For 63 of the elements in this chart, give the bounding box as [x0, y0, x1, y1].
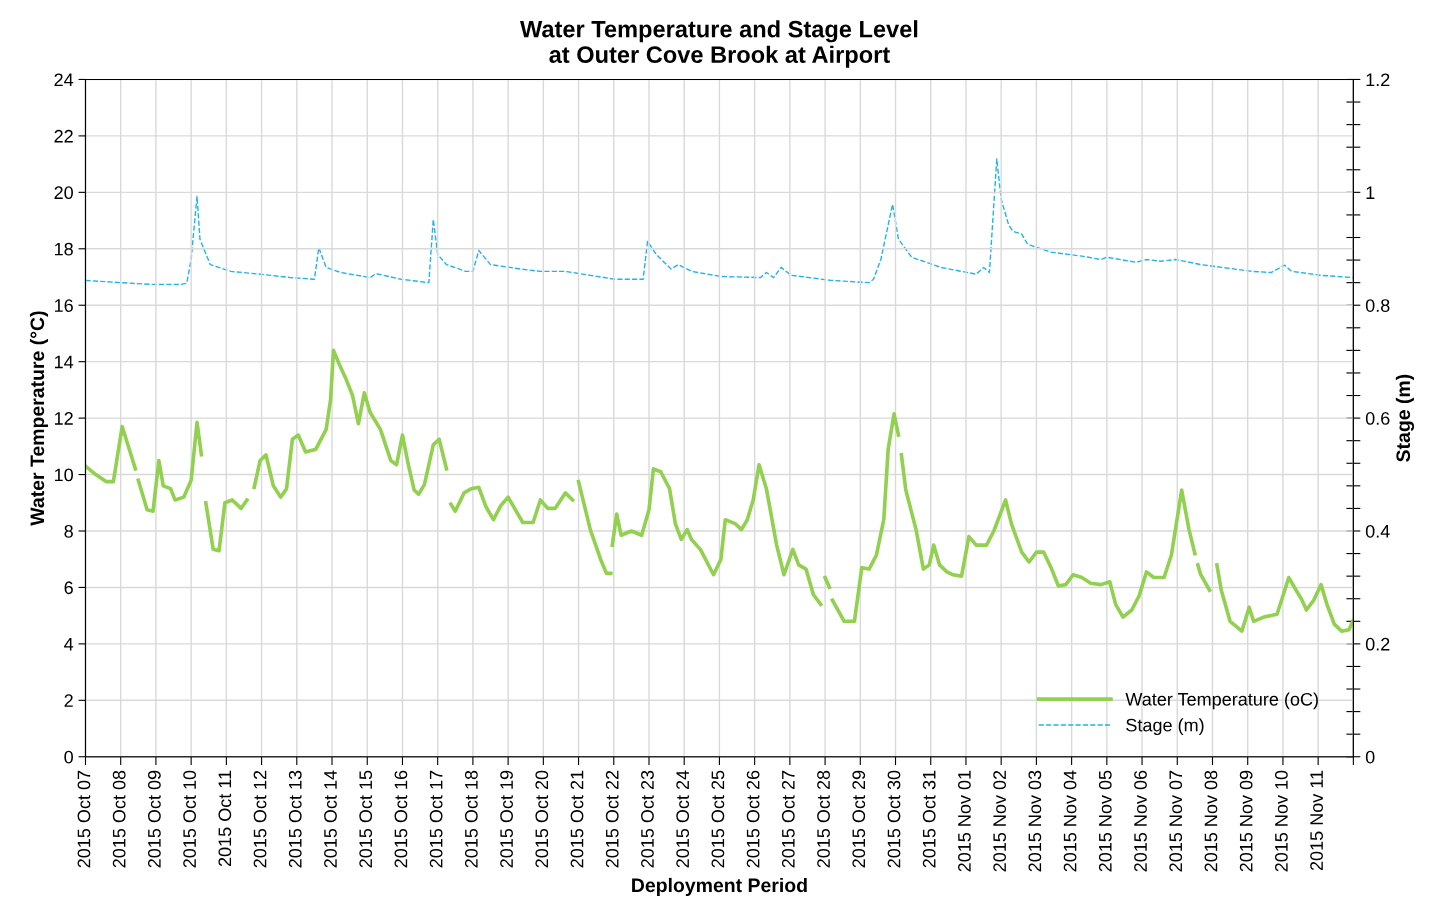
x-axis-title: Deployment Period — [632, 877, 807, 897]
y2-tick-label: 1.2 — [1366, 73, 1390, 87]
x-tick-label: 2015 Oct 26 — [746, 770, 760, 868]
y-tick-label: 16 — [54, 299, 73, 312]
x-tick-label: 2015 Nov 01 — [958, 770, 971, 872]
x-tick-label: 2015 Oct 16 — [394, 770, 408, 868]
x-tick-label: 2015 Nov 06 — [1134, 770, 1147, 872]
x-tick-label: 2015 Oct 12 — [253, 770, 267, 868]
x-tick-label: 2015 Oct 20 — [535, 770, 549, 868]
x-tick-label: 2015 Oct 30 — [887, 770, 901, 868]
x-tick-label: 2015 Nov 02 — [993, 770, 1007, 872]
x-tick-label: 2015 Nov 04 — [1063, 770, 1077, 872]
x-tick-label: 2015 Oct 25 — [711, 770, 725, 868]
y2-tick-label: 0.8 — [1365, 299, 1390, 312]
y-tick-label: 4 — [64, 637, 74, 651]
y2-tick-label: 0.4 — [1365, 524, 1390, 538]
x-tick-label: 2015 Nov 07 — [1169, 770, 1183, 872]
y-tick-label: 8 — [64, 524, 73, 538]
y2-tick-label: 0 — [1365, 750, 1375, 764]
x-tick-label: 2015 Oct 21 — [570, 770, 584, 868]
legend-label: Stage (m) — [1126, 718, 1204, 736]
y-axis-title: Water Temperature (°C) — [29, 311, 49, 526]
y2-tick-label: 0.2 — [1365, 637, 1390, 651]
x-tick-label: 2015 Oct 19 — [500, 770, 513, 868]
x-tick-label: 2015 Nov 08 — [1204, 770, 1218, 872]
x-tick-label: 2015 Nov 03 — [1028, 770, 1042, 872]
chart-title: Water Temperature and Stage Level at Outer Cove Brook at Airport — [520, 20, 918, 68]
x-tick-label: 2015 Oct 14 — [324, 770, 337, 868]
y-tick-label: 18 — [54, 242, 73, 256]
x-tick-label: 2015 Oct 17 — [429, 770, 443, 868]
y-tick-label: 20 — [54, 186, 73, 200]
x-tick-label: 2015 Oct 23 — [641, 770, 654, 868]
x-tick-label: 2015 Oct 11 — [218, 770, 232, 867]
y2-tick-label: 0.6 — [1365, 412, 1390, 425]
x-tick-label: 2015 Oct 31 — [922, 770, 936, 868]
x-tick-label: 2015 Oct 18 — [464, 770, 478, 868]
y2-axis-title: Stage (m) — [1395, 374, 1415, 462]
x-tick-label: 2015 Oct 24 — [676, 770, 690, 868]
x-tick-label: 2015 Oct 29 — [852, 770, 866, 868]
y-tick-label: 10 — [54, 468, 73, 482]
y-tick-label: 14 — [54, 355, 74, 369]
x-tick-label: 2015 Oct 27 — [781, 770, 795, 868]
x-tick-label: 2015 Nov 11 — [1310, 770, 1323, 871]
x-tick-label: 2015 Oct 07 — [77, 770, 91, 868]
x-tick-label: 2015 Oct 13 — [288, 770, 302, 868]
x-tick-label: 2015 Oct 28 — [817, 770, 830, 868]
x-tick-label: 2015 Oct 22 — [605, 770, 619, 868]
y-tick-label: 22 — [54, 129, 73, 143]
y-tick-label: 2 — [64, 694, 73, 707]
x-tick-label: 2015 Oct 09 — [147, 770, 161, 868]
y-tick-label: 12 — [54, 412, 73, 425]
y2-tick-label: 1 — [1366, 186, 1375, 199]
x-tick-label: 2015 Nov 05 — [1098, 770, 1112, 872]
x-tick-label: 2015 Oct 08 — [112, 770, 126, 868]
y-tick-label: 24 — [54, 73, 74, 87]
y-tick-label: 0 — [64, 750, 73, 764]
x-tick-label: 2015 Oct 10 — [183, 770, 196, 868]
x-tick-label: 2015 Nov 09 — [1239, 770, 1253, 872]
x-tick-label: 2015 Oct 15 — [359, 770, 373, 868]
x-tick-label: 2015 Nov 10 — [1274, 770, 1288, 872]
line-series — [85, 158, 1354, 286]
y-tick-label: 6 — [64, 581, 73, 595]
legend-label: Water Temperature (oC) — [1125, 692, 1318, 710]
